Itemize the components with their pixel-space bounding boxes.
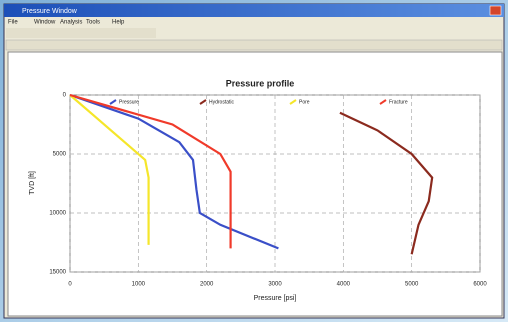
menu-item[interactable]: Analysis — [60, 20, 82, 26]
menu-item[interactable]: Window — [34, 20, 56, 26]
legend-label: Pressure — [119, 99, 139, 105]
x-tick-label: 1000 — [132, 282, 146, 288]
x-axis-label: Pressure [psi] — [254, 295, 297, 302]
x-tick-label: 4000 — [337, 282, 351, 288]
tab-strip — [5, 39, 503, 51]
x-tick-label: 3000 — [268, 282, 282, 288]
window-title: Pressure Window — [22, 8, 78, 15]
chart-title: Pressure profile — [226, 78, 295, 88]
close-button[interactable] — [489, 5, 502, 16]
legend-label: Fracture — [389, 99, 408, 105]
y-tick-label: 15000 — [49, 270, 66, 276]
x-tick-label: 2000 — [200, 282, 214, 288]
y-tick-label: 0 — [63, 93, 67, 99]
legend-label: Hydrostatic — [209, 99, 235, 105]
menu-item[interactable]: Help — [112, 20, 125, 26]
legend-swatch — [289, 99, 297, 105]
series-line — [69, 94, 150, 245]
x-tick-label: 0 — [68, 282, 72, 288]
toolbar — [6, 28, 156, 38]
legend-swatch — [199, 99, 207, 105]
menu-item[interactable]: Tools — [86, 20, 100, 26]
series-line — [69, 93, 232, 249]
x-tick-label: 6000 — [473, 282, 487, 288]
legend-label: Pore — [299, 99, 310, 105]
series-line — [339, 111, 434, 255]
legend-swatch — [109, 99, 117, 105]
y-tick-label: 10000 — [49, 211, 66, 217]
x-tick-label: 5000 — [405, 282, 419, 288]
y-axis-label: TVD [ft] — [29, 171, 36, 195]
legend-swatch — [379, 99, 387, 105]
series-line — [69, 93, 279, 250]
y-tick-label: 5000 — [53, 152, 67, 158]
title-bar — [4, 4, 504, 17]
plot-panel — [7, 51, 503, 317]
menu-item[interactable]: File — [8, 20, 18, 26]
